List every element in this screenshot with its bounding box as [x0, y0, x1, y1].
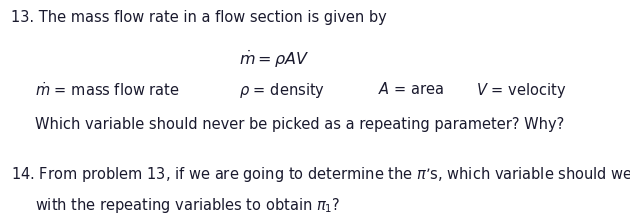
Text: $V$ = velocity: $V$ = velocity [476, 81, 566, 100]
Text: Which variable should never be picked as a repeating parameter? Why?: Which variable should never be picked as… [35, 117, 564, 132]
Text: $A$ = area: $A$ = area [378, 81, 444, 97]
Text: $\dot{m} = \rho AV$: $\dot{m} = \rho AV$ [239, 49, 309, 70]
Text: 13. The mass flow rate in a flow section is given by: 13. The mass flow rate in a flow section… [11, 10, 387, 25]
Text: 14. From problem 13, if we are going to determine the $\pi$’s, which variable sh: 14. From problem 13, if we are going to … [11, 165, 630, 184]
Text: $\dot{m}$ = mass flow rate: $\dot{m}$ = mass flow rate [35, 81, 180, 99]
Text: $\rho$ = density: $\rho$ = density [239, 81, 325, 100]
Text: with the repeating variables to obtain $\pi_1$?: with the repeating variables to obtain $… [35, 196, 340, 216]
